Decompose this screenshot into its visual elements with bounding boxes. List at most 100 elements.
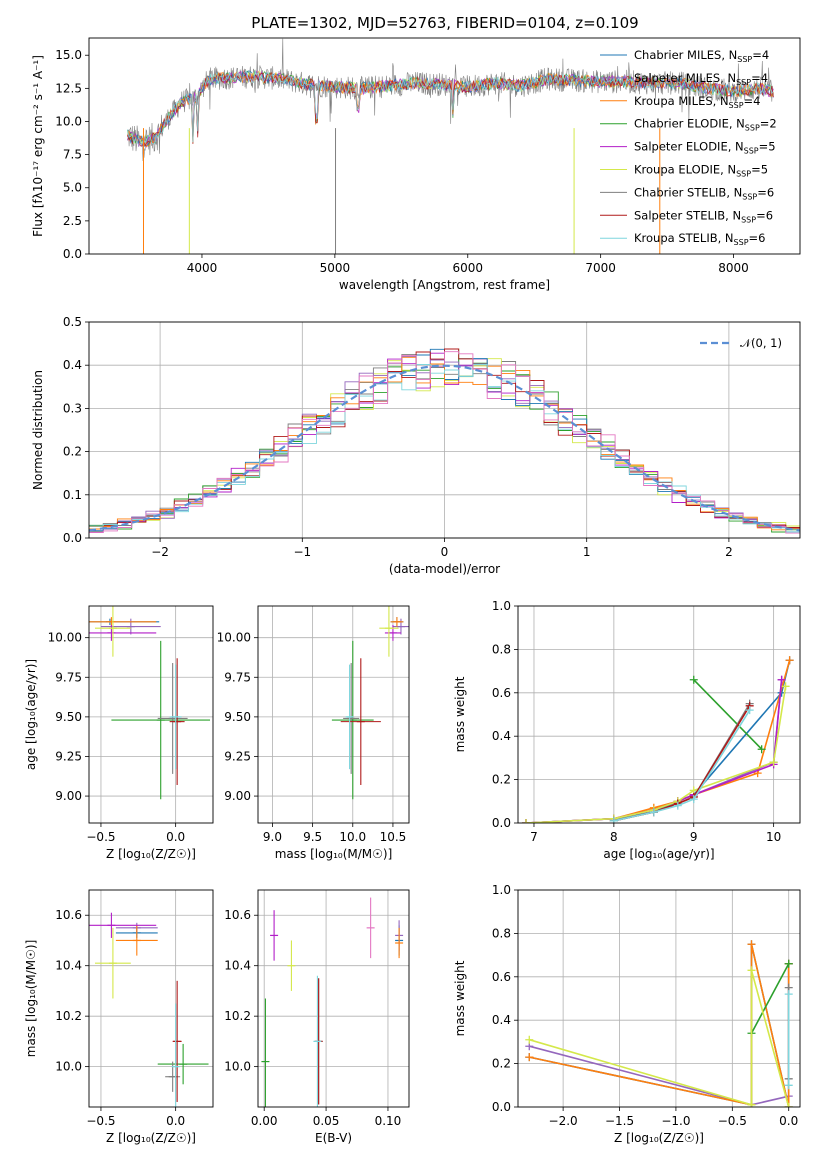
plot-area [127, 38, 774, 254]
legend-label: Salpeter STELIB, NSSP=6 [634, 208, 773, 224]
y-axis-label: mass weight [453, 960, 467, 1036]
x-tick-label: −2 [151, 545, 169, 559]
x-tick-label: −2.0 [549, 1114, 578, 1128]
plot-area [261, 897, 404, 1107]
weight-line-2 [525, 660, 791, 823]
y-tick-label: 0.4 [492, 1013, 511, 1027]
axes-frame [517, 605, 801, 824]
weight-marker [689, 795, 698, 804]
y-tick-label: 10.4 [55, 959, 82, 973]
legend-count: =6 [756, 208, 773, 222]
y-tick-label: 9.75 [55, 670, 82, 684]
y-tick-label: 10.4 [224, 959, 251, 973]
legend-label: Chabrier STELIB, NSSP=6 [634, 185, 774, 201]
weight-line-5 [529, 970, 790, 1107]
plot-area [525, 940, 793, 1107]
legend-count: =4 [752, 48, 769, 62]
y-tick-label: 1.0 [492, 883, 511, 897]
x-tick-label: 10.5 [380, 830, 407, 844]
x-tick-label: 0 [441, 545, 449, 559]
weight-marker [747, 1100, 756, 1107]
weight-marker [784, 1103, 793, 1107]
legend-sub: SSP [742, 192, 757, 201]
x-tick-label: −1 [293, 545, 311, 559]
x-tick-label: 8000 [718, 261, 749, 275]
x-tick-label: 10.0 [339, 830, 366, 844]
legend-gaussian-label: 𝒩(0, 1) [740, 336, 782, 350]
axes-frame [88, 889, 214, 1108]
weight-line-1 [529, 963, 790, 1106]
weight-marker [785, 656, 794, 665]
weight-marker [525, 1053, 534, 1062]
axes-frame [88, 605, 214, 824]
panel-spectrum: 4000 5000 6000 7000 8000 0.0 2.5 5.0 7.5 10.0 12.5… [31, 37, 801, 292]
legend-label: Kroupa STELIB, NSSP=6 [634, 231, 765, 247]
weight-marker [784, 1081, 793, 1090]
y-tick-label: 10.2 [55, 1009, 82, 1023]
histogram-step-9 [89, 351, 800, 534]
weight-line-3 [750, 963, 790, 1034]
weight-marker [673, 801, 682, 810]
y-tick-label: 2.5 [63, 214, 82, 228]
weight-marker [747, 966, 756, 975]
y-tick-label: 0.5 [63, 315, 82, 329]
y-tick-label: 5.0 [63, 181, 82, 195]
y-tick-label: 0.3 [63, 401, 82, 415]
x-tick-label: 7 [530, 830, 538, 844]
y-tick-label: 0.6 [492, 686, 511, 700]
y-tick-label: 9.25 [224, 749, 251, 763]
legend-sub: SSP [729, 101, 744, 110]
x-tick-label: 0.00 [251, 1114, 278, 1128]
panel-age_vs_mass: 9.0 9.5 10.0 10.5 9.00 9.25 9.50 9.75 10.00 mass … [217, 605, 410, 861]
weight-marker [689, 675, 698, 684]
y-tick-label: 9.75 [224, 670, 251, 684]
y-tick-label: 0.0 [63, 247, 82, 261]
weight-marker [781, 682, 790, 691]
x-tick-label: 9.5 [303, 830, 322, 844]
y-tick-label: 10.2 [224, 1009, 251, 1023]
y-tick-label: 9.00 [55, 789, 82, 803]
legend-count: =6 [757, 185, 774, 199]
y-tick-label: 7.5 [63, 148, 82, 162]
legend-count: =5 [751, 163, 768, 177]
histogram-step-8 [89, 363, 800, 533]
x-tick-label: 0.0 [779, 1114, 798, 1128]
legend-sub: SSP [736, 78, 751, 87]
legend-sub: SSP [737, 55, 752, 64]
x-tick-label: 7000 [585, 261, 616, 275]
panel-weight_vs_age: 7 8 9 10 0.0 0.2 0.4 0.6 0.8 1.0 age [log₁₀(age/yr… [453, 599, 801, 861]
weight-marker [757, 745, 766, 754]
x-axis-label: Z [log₁₀(Z/Z☉)] [106, 1131, 196, 1145]
y-tick-label: 15.0 [55, 48, 82, 62]
weight-line-0 [529, 944, 790, 1107]
y-tick-label: 9.00 [224, 789, 251, 803]
x-axis-label: (data-model)/error [389, 562, 500, 576]
legend-sub: SSP [744, 147, 759, 156]
plot-area [89, 348, 800, 534]
x-axis-label: Z [log₁₀(Z/Z☉)] [614, 1131, 704, 1145]
x-axis-label: E(B-V) [315, 1131, 352, 1145]
y-tick-label: 0.1 [63, 488, 82, 502]
legend-label: Chabrier ELODIE, NSSP=2 [634, 117, 777, 133]
plot-area [89, 912, 209, 1107]
x-axis-label: wavelength [Angstrom, rest frame] [339, 278, 550, 292]
x-tick-label: 8 [610, 830, 618, 844]
y-tick-label: 0.2 [492, 773, 511, 787]
x-tick-label: −1.5 [605, 1114, 634, 1128]
weight-marker [784, 990, 793, 999]
figure-title: PLATE=1302, MJD=52763, FIBERID=0104, z=0… [251, 14, 638, 32]
x-tick-label: −0.5 [86, 1114, 115, 1128]
weight-line-0 [525, 660, 791, 823]
y-tick-label: 0.0 [492, 816, 511, 830]
axes-frame [88, 321, 801, 539]
legend-sub: SSP [745, 124, 760, 133]
legend-count: =4 [744, 94, 761, 108]
x-axis-label: Z [log₁₀(Z/Z☉)] [106, 847, 196, 861]
panel-mass_vs_ebv: 0.00 0.05 0.10 10.0 10.2 10.4 10.6 E(B-V) [224, 889, 410, 1145]
gaussian-curve [89, 364, 800, 532]
x-tick-label: −0.5 [718, 1114, 747, 1128]
plot-area [331, 606, 409, 800]
weight-line-8 [613, 709, 751, 822]
weight-marker [609, 816, 618, 823]
weight-marker [745, 706, 754, 715]
